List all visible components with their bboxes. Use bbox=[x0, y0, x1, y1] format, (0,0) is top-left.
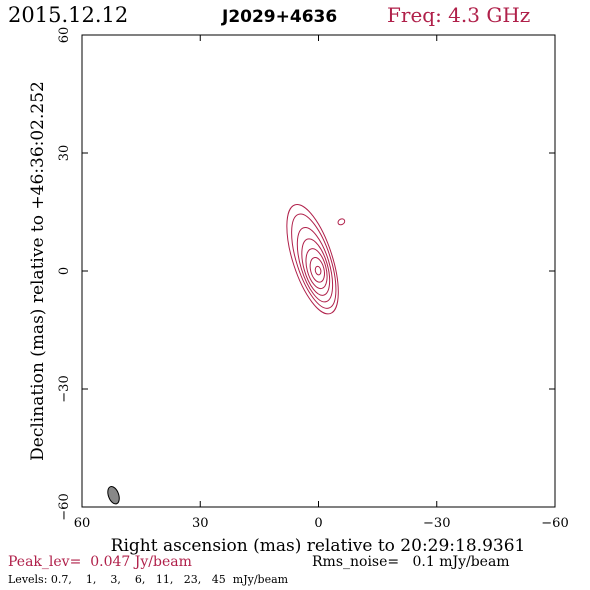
header-source: J2029+4636 bbox=[221, 7, 337, 27]
contour-level bbox=[314, 265, 322, 276]
header-freq: Freq: 4.3 GHz bbox=[387, 3, 530, 27]
contour-component bbox=[337, 218, 346, 226]
contour-levels: Levels: 0.7, 1, 3, 6, 11, 23, 45 mJy/bea… bbox=[8, 573, 289, 586]
x-tick-label: −60 bbox=[541, 516, 568, 531]
header-date: 2015.12.12 bbox=[8, 3, 128, 27]
contour-level bbox=[291, 213, 337, 309]
peak-level: Peak_lev= 0.047 Jy/beam bbox=[8, 554, 192, 570]
x-tick-label: 30 bbox=[192, 516, 209, 531]
x-tick-label: −30 bbox=[423, 516, 450, 531]
rms-noise: Rms_noise= 0.1 mJy/beam bbox=[312, 554, 510, 570]
y-tick-label: 0 bbox=[57, 267, 72, 275]
x-tick-label: 0 bbox=[314, 516, 322, 531]
contour-level bbox=[301, 238, 331, 296]
x-tick-labels: 60 30 0 −30 −60 bbox=[74, 516, 569, 531]
contour-level bbox=[296, 227, 334, 303]
x-tick-label: 60 bbox=[74, 516, 91, 531]
contour-level bbox=[305, 248, 328, 290]
plot-frame bbox=[81, 34, 556, 508]
y-axis-label: Declination (mas) relative to +46:36:02.… bbox=[28, 81, 48, 461]
y-tick-labels: −60 −30 0 30 60 bbox=[57, 27, 72, 521]
y-tick-label: 30 bbox=[57, 145, 72, 162]
axis-ticks bbox=[81, 34, 556, 508]
beam-shape bbox=[107, 486, 120, 505]
y-tick-label: −60 bbox=[57, 493, 72, 520]
contour-plot bbox=[286, 204, 346, 315]
y-tick-label: −30 bbox=[57, 375, 72, 402]
contour-level bbox=[309, 256, 325, 283]
x-axis-label: Right ascension (mas) relative to 20:29:… bbox=[111, 536, 526, 556]
y-tick-label: 60 bbox=[57, 27, 72, 44]
contour-level bbox=[286, 204, 339, 315]
beam-ellipse bbox=[107, 486, 120, 505]
